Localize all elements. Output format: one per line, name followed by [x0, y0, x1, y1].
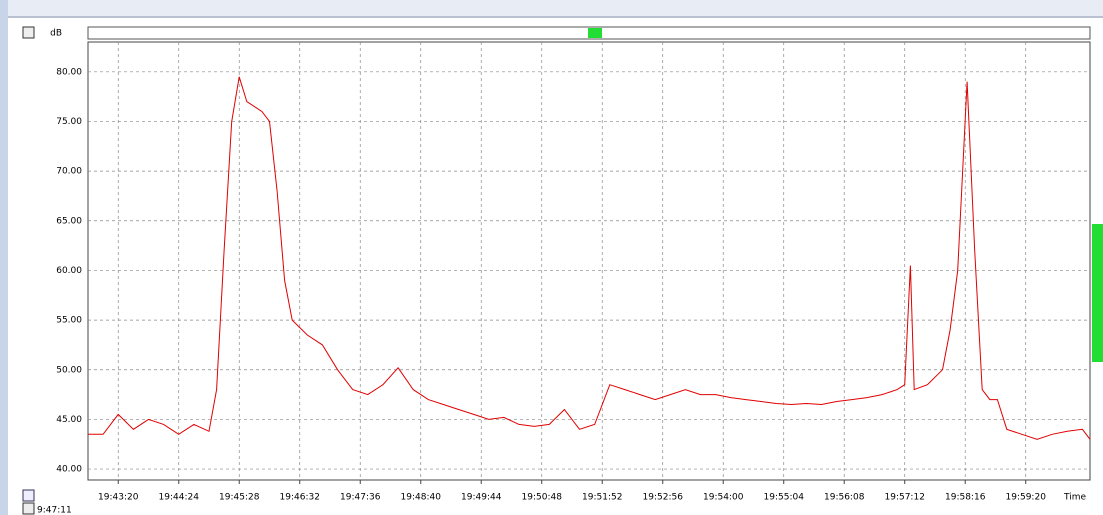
mode-button[interactable]: [22, 489, 35, 502]
x-tick-label: 19:46:32: [280, 493, 320, 503]
y-tick-label: 45.00: [56, 415, 82, 425]
x-axis-label: Time: [1063, 493, 1086, 503]
status-time: 9:47:11: [37, 506, 72, 515]
x-tick-label: 19:58:16: [945, 493, 986, 503]
y-tick-label: 40.00: [56, 465, 82, 475]
top-bar: [8, 0, 1103, 18]
x-tick-label: 19:43:20: [98, 493, 139, 503]
y-tick-label: 75.00: [56, 117, 82, 127]
x-tick-label: 19:44:24: [159, 493, 200, 503]
y-tick-label: 55.00: [56, 316, 82, 326]
x-tick-label: 19:55:04: [764, 493, 805, 503]
y-tick-label: 50.00: [56, 365, 82, 375]
x-tick-label: 19:54:00: [703, 493, 744, 503]
x-tick-label: 19:47:36: [340, 493, 381, 503]
time-button[interactable]: [22, 502, 35, 515]
x-tick-label: 19:57:12: [885, 493, 925, 503]
data-line: [88, 76, 1091, 440]
x-tick-label: 19:49:44: [461, 493, 502, 503]
x-tick-label: 19:59:20: [1006, 493, 1047, 503]
x-tick-label: 19:45:28: [219, 493, 260, 503]
y-tick-label: 80.00: [56, 67, 82, 77]
x-tick-label: 19:48:40: [401, 493, 442, 503]
x-tick-label: 19:52:56: [643, 493, 684, 503]
scale-button[interactable]: [22, 26, 35, 39]
x-tick-label: 19:51:52: [582, 493, 622, 503]
right-scroll-thumb[interactable]: [1092, 224, 1103, 362]
top-scroll-thumb[interactable]: [588, 28, 602, 38]
y-axis-label: dB: [50, 29, 62, 39]
y-tick-label: 70.00: [56, 167, 82, 177]
plot-area: [87, 41, 1091, 481]
y-tick-label: 60.00: [56, 266, 82, 276]
y-tick-label: 65.00: [56, 216, 82, 226]
left-border: [0, 0, 8, 515]
x-tick-label: 19:56:08: [824, 493, 865, 503]
x-tick-label: 19:50:48: [522, 493, 563, 503]
